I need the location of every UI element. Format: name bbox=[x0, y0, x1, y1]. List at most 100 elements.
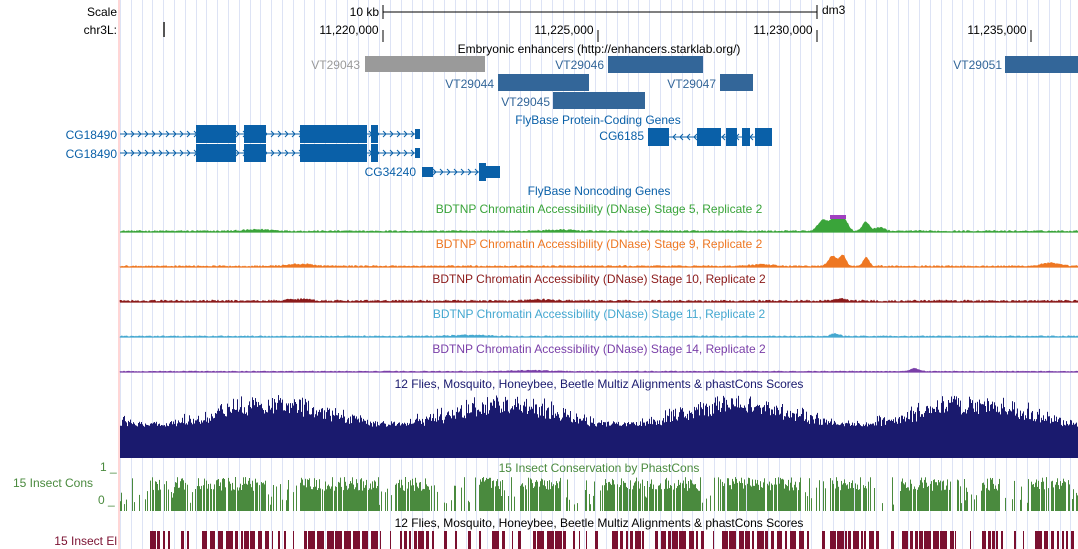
insect-cons-bar bbox=[1028, 479, 1029, 511]
multiz-bar bbox=[489, 410, 490, 458]
multiz-bar bbox=[586, 417, 587, 458]
insect-cons-bar bbox=[224, 479, 225, 511]
strand-arrow bbox=[186, 149, 191, 157]
multiz-bar bbox=[553, 405, 554, 458]
multiz-bar bbox=[674, 416, 675, 458]
gene-exon bbox=[196, 125, 236, 143]
multiz-bar bbox=[353, 415, 354, 458]
multiz-bar bbox=[1019, 419, 1020, 458]
gridline bbox=[336, 0, 337, 549]
insect-el-side-label[interactable]: 15 Insect El bbox=[54, 534, 117, 548]
enhancer-vt29043[interactable] bbox=[365, 56, 485, 72]
multiz-bar bbox=[482, 402, 483, 458]
multiz-bar bbox=[900, 423, 901, 458]
insect-element bbox=[1023, 531, 1024, 549]
multiz-bar bbox=[708, 416, 709, 458]
multiz-bar bbox=[504, 411, 505, 458]
multiz-bar bbox=[911, 406, 912, 458]
multiz-bar bbox=[196, 420, 197, 458]
insect-element bbox=[910, 531, 913, 549]
enhancer-label-vt29044[interactable]: VT29044 bbox=[445, 77, 494, 91]
insect-cons-bar bbox=[139, 494, 140, 511]
multiz-bar bbox=[218, 408, 219, 458]
insect-cons-bar bbox=[347, 489, 348, 511]
insect-cons-bar bbox=[882, 503, 883, 511]
insect-cons-bar bbox=[301, 477, 302, 511]
multiz-bar bbox=[308, 400, 309, 458]
insect-cons-bar bbox=[751, 486, 752, 511]
multiz-bar bbox=[249, 401, 250, 458]
multiz-bar bbox=[361, 417, 362, 458]
gene-label-cg34240[interactable]: CG34240 bbox=[364, 165, 416, 179]
gene-label-cg18490-a[interactable]: CG18490 bbox=[65, 128, 117, 142]
insect-element bbox=[555, 531, 562, 549]
insect-cons-bar bbox=[994, 488, 995, 511]
enhancer-label-vt29047[interactable]: VT29047 bbox=[667, 77, 716, 91]
multiz-bar bbox=[843, 424, 844, 458]
enhancer-vt29047[interactable] bbox=[720, 74, 753, 91]
multiz-bar bbox=[744, 405, 745, 458]
enhancer-label-vt29043[interactable]: VT29043 bbox=[311, 58, 360, 72]
gene-label-cg18490-b[interactable]: CG18490 bbox=[65, 147, 117, 161]
multiz-bar bbox=[256, 401, 257, 458]
multiz-bar bbox=[494, 400, 495, 458]
multiz-bar bbox=[354, 415, 355, 458]
enhancer-vt29046[interactable] bbox=[608, 56, 703, 73]
enhancer-label-vt29051[interactable]: VT29051 bbox=[953, 58, 1002, 72]
insect-cons-bar bbox=[308, 480, 309, 511]
insect-element bbox=[1051, 531, 1054, 549]
insect-cons-bar bbox=[531, 479, 532, 511]
enhancer-label-vt29045[interactable]: VT29045 bbox=[501, 95, 550, 109]
insect-element bbox=[181, 531, 184, 549]
multiz-bar bbox=[561, 419, 562, 458]
gene-label-cg6185[interactable]: CG6185 bbox=[599, 129, 644, 143]
gridline bbox=[887, 0, 888, 549]
multiz-bar bbox=[360, 415, 361, 458]
multiz-bar bbox=[461, 405, 462, 458]
enhancer-vt29051[interactable] bbox=[1005, 56, 1078, 73]
enhancer-label-vt29046[interactable]: VT29046 bbox=[555, 58, 604, 72]
multiz-bar bbox=[232, 409, 233, 458]
multiz-bar bbox=[419, 419, 420, 458]
multiz-bar bbox=[273, 413, 274, 458]
enhancer-vt29044[interactable] bbox=[498, 74, 589, 91]
multiz-bar bbox=[285, 410, 286, 458]
multiz-bar bbox=[339, 419, 340, 458]
multiz-bar bbox=[528, 411, 529, 458]
enhancer-vt29045[interactable] bbox=[553, 92, 645, 109]
strand-arrow bbox=[144, 130, 149, 138]
multiz-bar bbox=[909, 419, 910, 458]
multiz-bar bbox=[751, 407, 752, 458]
gene-models[interactable] bbox=[0, 0, 1078, 190]
insect-cons-bar bbox=[376, 488, 377, 511]
multiz-bar bbox=[694, 406, 695, 458]
multiz-bar bbox=[378, 425, 379, 458]
multiz-bar bbox=[685, 416, 686, 458]
multiz-bar bbox=[898, 418, 899, 458]
insect-cons-bar bbox=[569, 499, 570, 511]
multiz-bar bbox=[565, 408, 566, 458]
insect-cons-bar bbox=[352, 477, 353, 511]
insect-cons-bar bbox=[523, 486, 524, 511]
multiz-bar bbox=[1015, 415, 1016, 458]
insect-cons-bar bbox=[676, 488, 677, 511]
multiz-bar bbox=[683, 411, 684, 458]
insect-cons-bar bbox=[617, 484, 618, 511]
insect-cons-bar bbox=[1039, 489, 1040, 511]
multiz-bar bbox=[426, 416, 427, 458]
insect-cons-bar bbox=[257, 482, 258, 511]
insect-cons-bar bbox=[157, 484, 158, 511]
insect-cons-bar bbox=[758, 484, 759, 511]
multiz-bar bbox=[317, 415, 318, 458]
insect-cons-side-label[interactable]: 15 Insect Cons bbox=[12, 476, 93, 490]
multiz-bar bbox=[269, 405, 270, 458]
multiz-bar bbox=[1027, 408, 1028, 458]
multiz-bar bbox=[1075, 423, 1076, 458]
multiz-bar bbox=[963, 411, 964, 458]
insect-cons-bar bbox=[214, 484, 215, 511]
insect-cons-bar bbox=[544, 480, 545, 511]
multiz-bar bbox=[1000, 414, 1001, 458]
insect-cons-bar bbox=[387, 488, 388, 511]
